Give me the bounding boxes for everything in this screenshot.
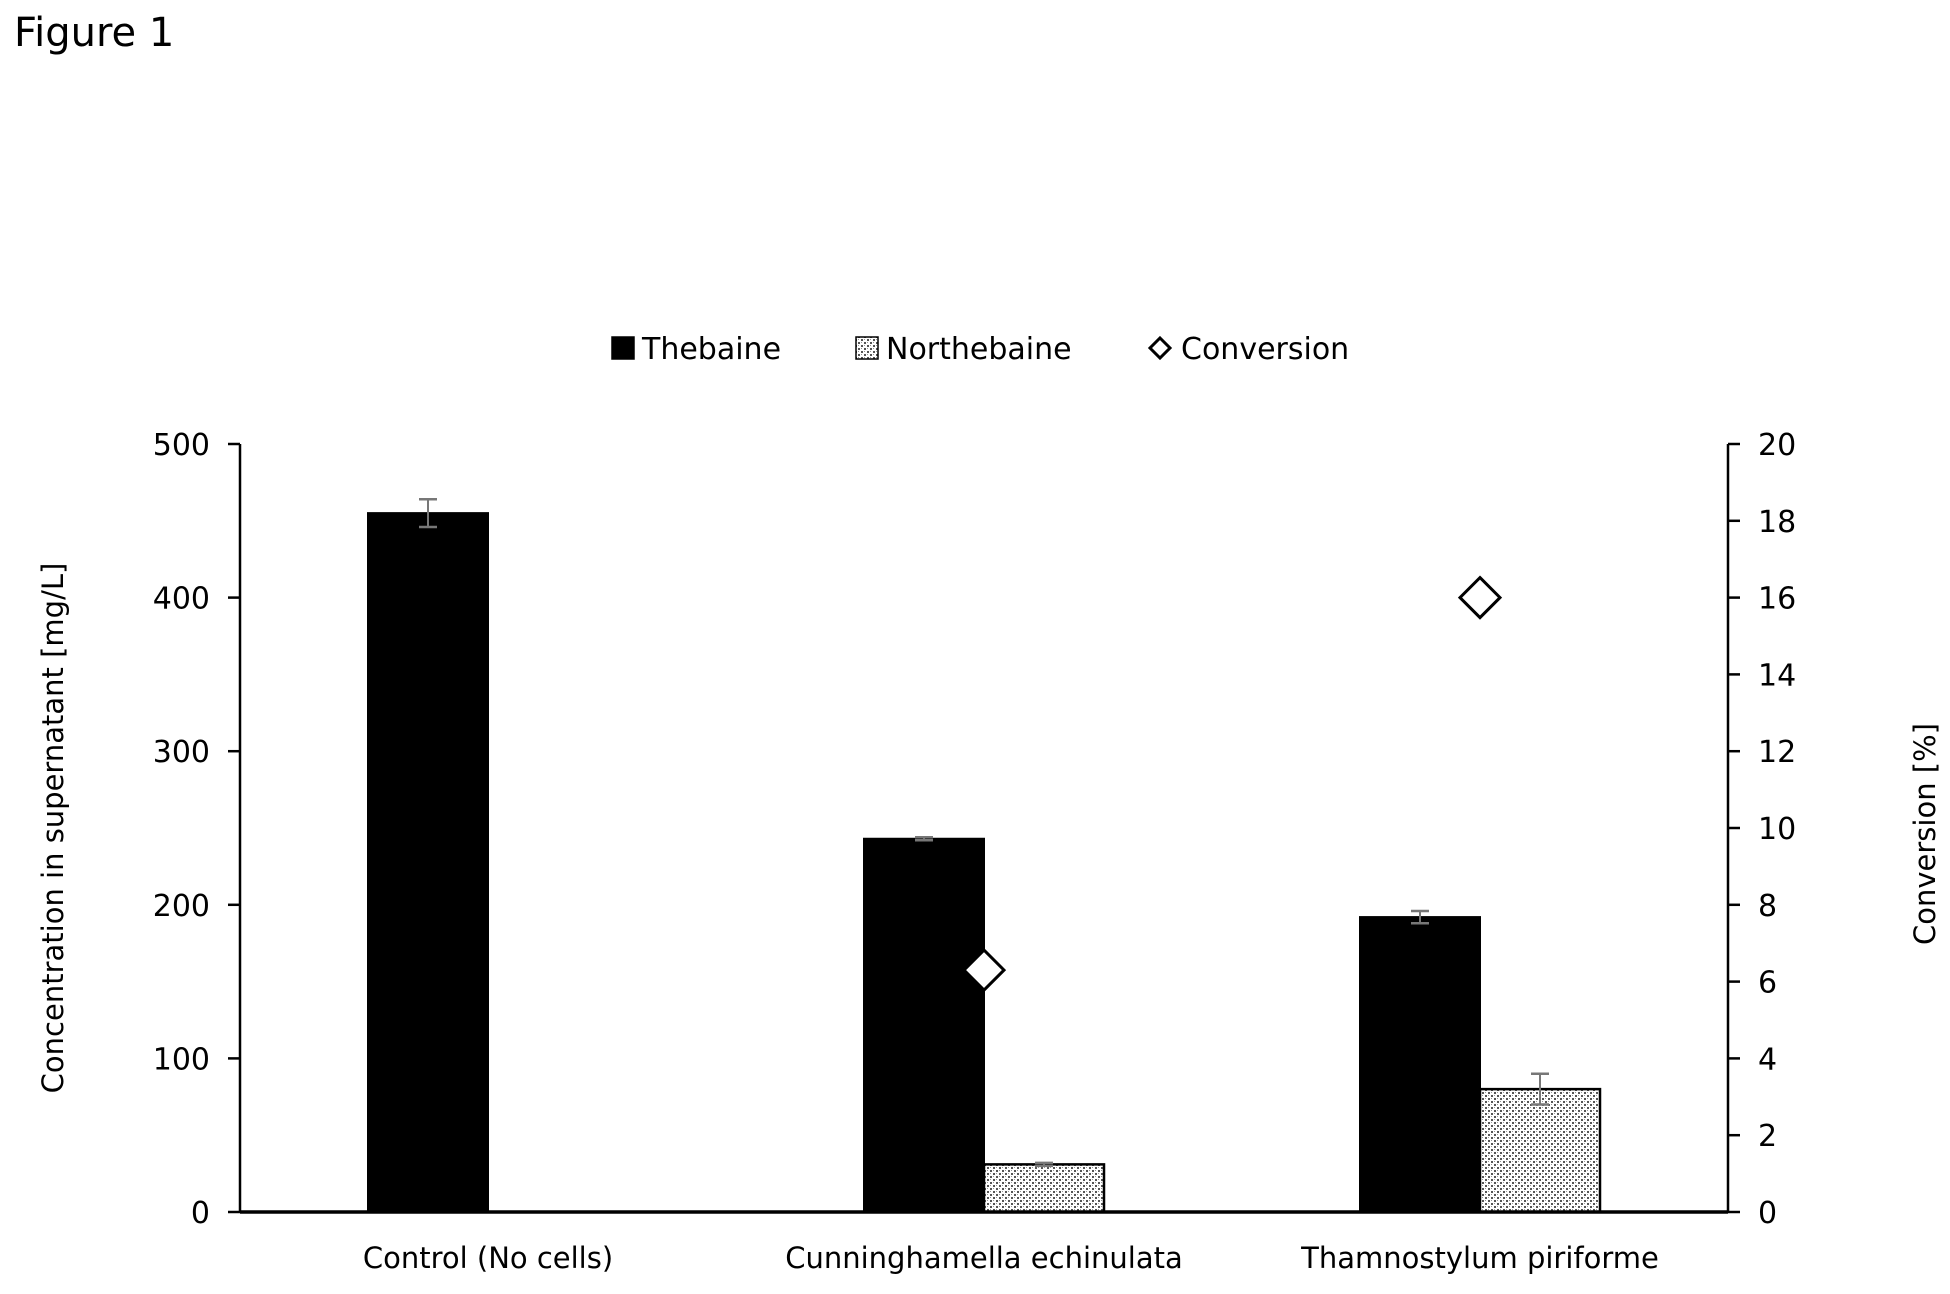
- marker-conversion-thamnostylum-piriforme: [1457, 575, 1503, 620]
- bar-northebaine-cunninghamella-echinulata: [982, 1163, 1106, 1214]
- bar-thebaine-control-no-cells: [367, 512, 489, 1213]
- legend-label-conversion: Conversion: [1181, 332, 1349, 367]
- right-tick-label-0: 0: [1758, 1196, 1777, 1231]
- y-axis-title-right: Conversion [%]: [1908, 723, 1942, 945]
- error-bar-northebaine-thamnostylum-piriforme: [1531, 1072, 1549, 1106]
- marker-conversion-cunninghamella-echinulata: [961, 947, 1007, 993]
- right-tick-label-16: 16: [1758, 582, 1796, 617]
- error-bar-thebaine-control-no-cells: [419, 498, 437, 529]
- left-tick-label-400: 400: [153, 582, 210, 617]
- left-tick-label-100: 100: [153, 1042, 210, 1077]
- right-tick-label-10: 10: [1758, 812, 1796, 847]
- legend-swatch-conversion: [1147, 335, 1173, 361]
- markers-layer: [961, 575, 1503, 993]
- legend-label-northebaine: Northebaine: [886, 332, 1072, 367]
- error-bars-layer: [419, 498, 1549, 1168]
- bars-layer: [367, 512, 1602, 1214]
- right-tick-label-4: 4: [1758, 1042, 1777, 1077]
- left-tick-label-500: 500: [153, 428, 210, 463]
- category-label-cunninghamella-echinulata: Cunninghamella echinulata: [785, 1241, 1183, 1275]
- labels-layer: Control (No cells) Cunninghamella echinul…: [36, 428, 1942, 1275]
- bar-thebaine-cunninghamella-echinulata: [863, 837, 985, 1213]
- legend-swatch-thebaine: [611, 336, 635, 360]
- right-tick-label-18: 18: [1758, 505, 1796, 540]
- right-tick-label-2: 2: [1758, 1119, 1777, 1154]
- bar-thebaine-thamnostylum-piriforme: [1359, 916, 1481, 1213]
- right-tick-label-6: 6: [1758, 966, 1777, 1001]
- category-label-thamnostylum-piriforme: Thamnostylum piriforme: [1300, 1241, 1659, 1275]
- axes-layer: [228, 442, 1740, 1214]
- left-tick-label-200: 200: [153, 889, 210, 924]
- error-bar-northebaine-cunninghamella-echinulata: [1035, 1161, 1053, 1168]
- error-bar-thebaine-cunninghamella-echinulata: [915, 835, 933, 842]
- bar-northebaine-thamnostylum-piriforme: [1478, 1087, 1602, 1214]
- error-bar-thebaine-thamnostylum-piriforme: [1411, 909, 1429, 925]
- category-label-control-no-cells: Control (No cells): [363, 1241, 613, 1275]
- right-tick-label-8: 8: [1758, 889, 1777, 924]
- right-tick-label-20: 20: [1758, 428, 1796, 463]
- left-tick-label-0: 0: [191, 1196, 210, 1231]
- right-tick-label-12: 12: [1758, 735, 1796, 770]
- legend: Thebaine Northebaine Conversion: [611, 332, 1349, 367]
- right-tick-label-14: 14: [1758, 658, 1796, 693]
- figure-label: Figure 1: [14, 10, 175, 56]
- legend-label-thebaine: Thebaine: [641, 332, 781, 367]
- y-axis-title-left: Concentration in supernatant [mg/L]: [36, 563, 70, 1094]
- left-tick-label-300: 300: [153, 735, 210, 770]
- legend-swatch-northebaine: [855, 336, 879, 360]
